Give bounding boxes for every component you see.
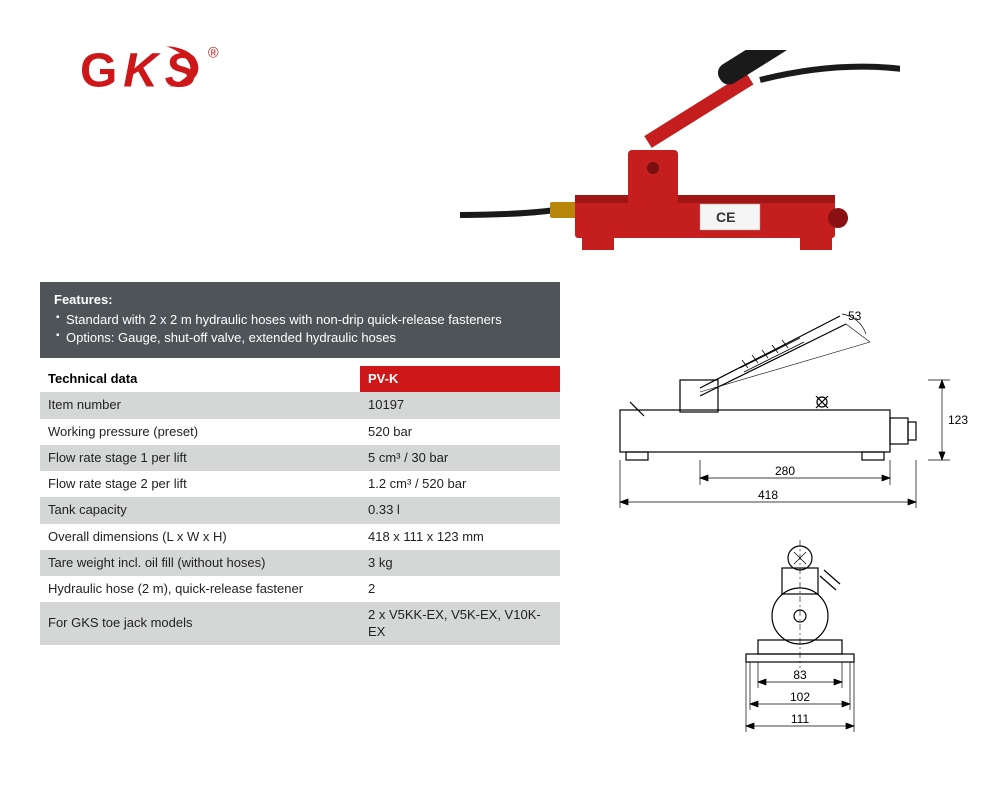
table-header-value: PV-K <box>360 366 560 392</box>
value-cell: 418 x 111 x 123 mm <box>360 524 560 550</box>
dim-len-inner: 280 <box>775 464 795 478</box>
param-cell: Flow rate stage 1 per lift <box>40 445 360 471</box>
table-row: Working pressure (preset)520 bar <box>40 419 560 445</box>
dim-angle: 53 <box>848 310 862 323</box>
value-cell: 5 cm³ / 30 bar <box>360 445 560 471</box>
table-row: Overall dimensions (L x W x H)418 x 111 … <box>40 524 560 550</box>
svg-text:®: ® <box>208 46 219 62</box>
table-row: Item number10197 <box>40 392 560 418</box>
table-row: Tank capacity0.33 l <box>40 497 560 523</box>
features-list: Standard with 2 x 2 m hydraulic hoses wi… <box>54 311 546 346</box>
param-cell: Flow rate stage 2 per lift <box>40 471 360 497</box>
table-row: For GKS toe jack models2 x V5KK-EX, V5K-… <box>40 602 560 645</box>
table-header-param: Technical data <box>40 366 360 392</box>
param-cell: For GKS toe jack models <box>40 602 360 645</box>
brand-logo: G K S ® PERFEKT <box>80 40 240 115</box>
value-cell: 520 bar <box>360 419 560 445</box>
technical-drawing-front: 83 102 111 <box>700 540 900 760</box>
technical-drawing-side: 53 123 280 418 <box>590 310 970 520</box>
svg-text:S: S <box>165 44 197 97</box>
dim-width-outer: 111 <box>791 712 810 726</box>
value-cell: 2 x V5KK-EX, V5K-EX, V10K-EX <box>360 602 560 645</box>
svg-text:K: K <box>123 44 161 97</box>
dim-len-outer: 418 <box>758 488 778 502</box>
dim-width-mid: 102 <box>790 690 810 704</box>
table-row: Tare weight incl. oil fill (without hose… <box>40 550 560 576</box>
table-row: Flow rate stage 2 per lift1.2 cm³ / 520 … <box>40 471 560 497</box>
product-photo: CE <box>460 50 900 300</box>
param-cell: Working pressure (preset) <box>40 419 360 445</box>
features-heading: Features: <box>54 292 546 307</box>
dim-height: 123 <box>948 413 968 427</box>
value-cell: 3 kg <box>360 550 560 576</box>
param-cell: Overall dimensions (L x W x H) <box>40 524 360 550</box>
feature-item: Options: Gauge, shut-off valve, extended… <box>56 329 546 347</box>
svg-text:G: G <box>80 44 115 97</box>
param-cell: Tank capacity <box>40 497 360 523</box>
value-cell: 0.33 l <box>360 497 560 523</box>
param-cell: Tare weight incl. oil fill (without hose… <box>40 550 360 576</box>
table-header-row: Technical data PV-K <box>40 366 560 392</box>
param-cell: Item number <box>40 392 360 418</box>
value-cell: 2 <box>360 576 560 602</box>
technical-data-table: Technical data PV-K Item number10197 Wor… <box>40 366 560 645</box>
value-cell: 10197 <box>360 392 560 418</box>
value-cell: 1.2 cm³ / 520 bar <box>360 471 560 497</box>
dim-width-inner: 83 <box>793 668 807 682</box>
ce-mark: CE <box>716 209 735 225</box>
table-row: Flow rate stage 1 per lift5 cm³ / 30 bar <box>40 445 560 471</box>
feature-item: Standard with 2 x 2 m hydraulic hoses wi… <box>56 311 546 329</box>
param-cell: Hydraulic hose (2 m), quick-release fast… <box>40 576 360 602</box>
table-row: Hydraulic hose (2 m), quick-release fast… <box>40 576 560 602</box>
features-panel: Features: Standard with 2 x 2 m hydrauli… <box>40 282 560 358</box>
